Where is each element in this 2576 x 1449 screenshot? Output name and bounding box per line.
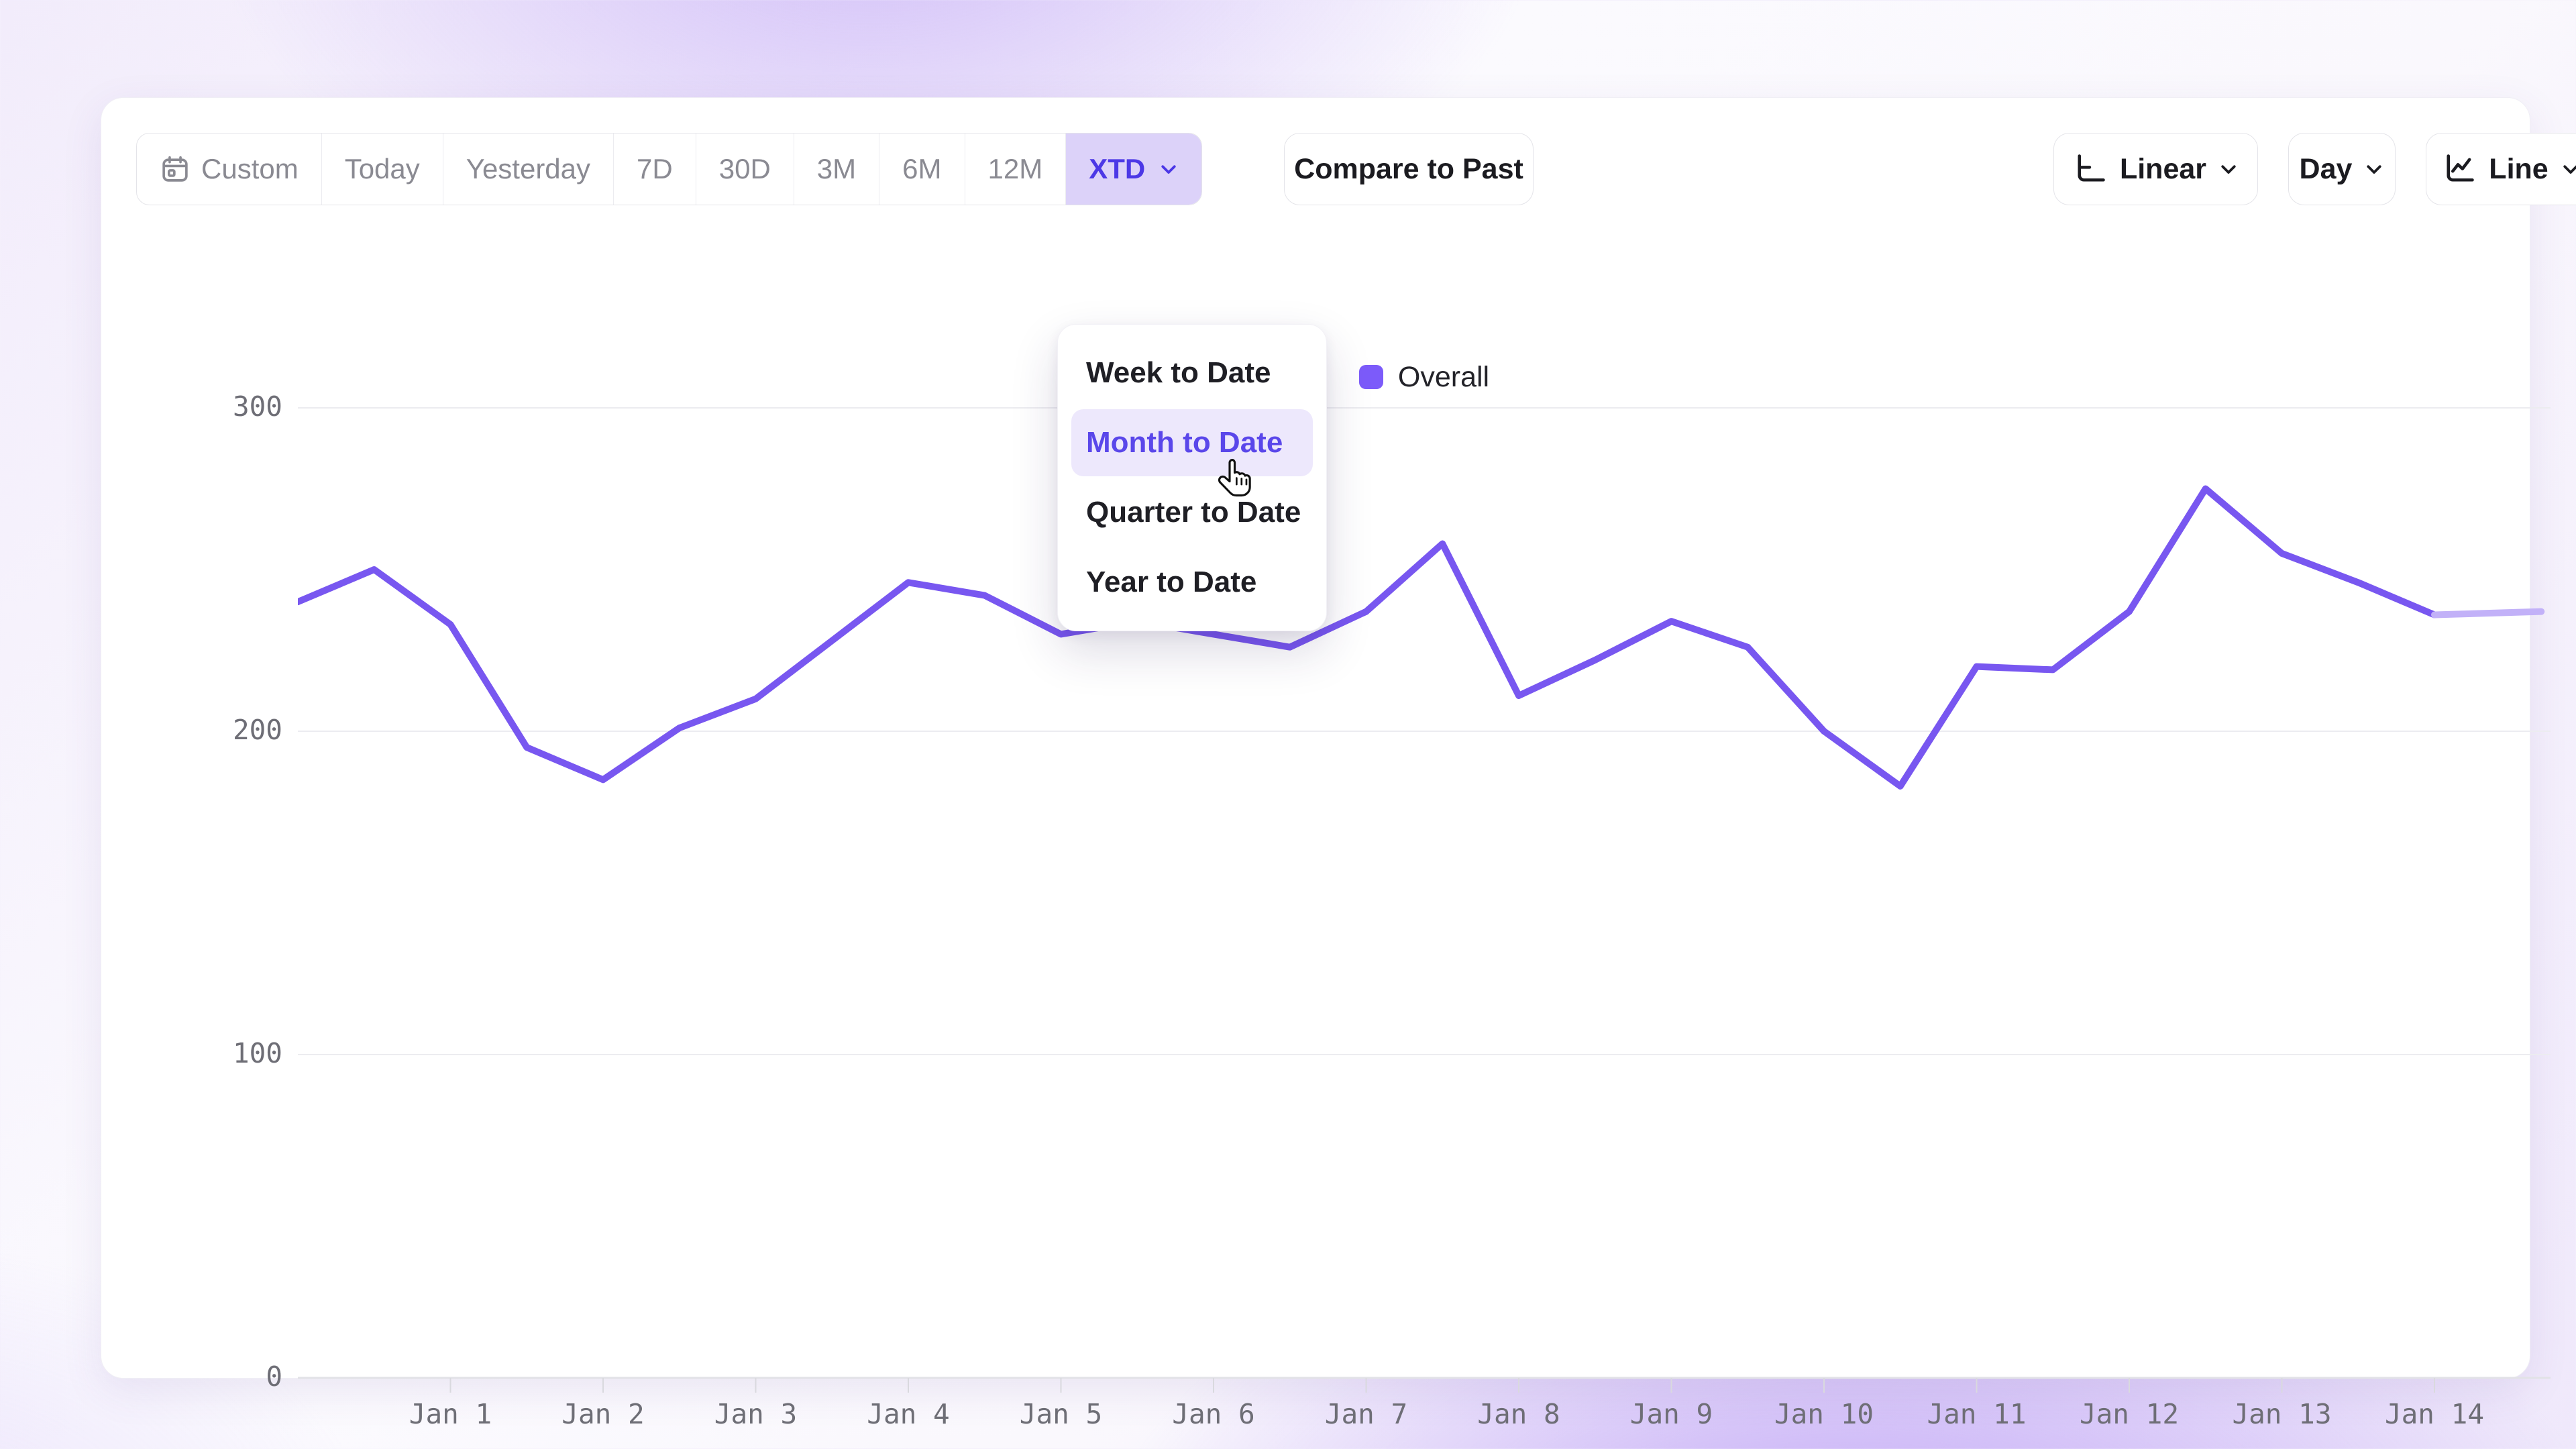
y-axis-label-100: 100 <box>232 1037 282 1069</box>
x-axis-label-jan-4: Jan 4 <box>867 1398 950 1430</box>
hand-pointer-cursor <box>1218 459 1251 497</box>
date-range-today[interactable]: Today <box>321 133 443 205</box>
date-range-segmented-control: Custom Today Yesterday 7D 30D 3M 6M 12M … <box>136 133 1203 205</box>
axis-icon <box>2078 154 2105 182</box>
date-range-30d[interactable]: 30D <box>695 133 794 205</box>
x-axis-label-jan-2: Jan 2 <box>561 1398 645 1430</box>
date-range-yesterday[interactable]: Yesterday <box>442 133 613 205</box>
x-axis-label-jan-12: Jan 12 <box>2079 1398 2180 1430</box>
date-range-6m[interactable]: 6M <box>879 133 964 205</box>
granularity-day-button[interactable]: Day <box>2288 133 2396 205</box>
legend: Overall <box>298 358 2551 396</box>
x-axis-label-jan-1: Jan 1 <box>409 1398 492 1430</box>
x-axis-label-jan-7: Jan 7 <box>1324 1398 1408 1430</box>
date-range-3m[interactable]: 3M <box>793 133 879 205</box>
legend-label: Overall <box>1397 360 1490 393</box>
x-axis-label-jan-5: Jan 5 <box>1019 1398 1103 1430</box>
x-axis-label-jan-11: Jan 11 <box>1927 1398 2027 1430</box>
x-axis-label-jan-14: Jan 14 <box>2384 1398 2485 1430</box>
menu-item-month-to-date[interactable]: Month to Date <box>1071 409 1313 476</box>
x-axis-label-jan-8: Jan 8 <box>1477 1398 1560 1430</box>
chevron-down-icon <box>2367 165 2382 174</box>
date-range-7d[interactable]: 7D <box>613 133 696 205</box>
series-line-overall[interactable] <box>298 485 2438 790</box>
toolbar: Custom Today Yesterday 7D 30D 3M 6M 12M … <box>101 133 2576 207</box>
y-axis-label-200: 200 <box>232 714 282 746</box>
chevron-down-icon <box>1161 165 1176 174</box>
x-axis-label-jan-10: Jan 10 <box>1774 1398 1874 1430</box>
compare-to-past-button[interactable]: Compare to Past <box>1284 133 1534 205</box>
legend-swatch-overall[interactable] <box>1358 365 1383 389</box>
date-range-12m[interactable]: 12M <box>964 133 1066 205</box>
line-chart-plot-area[interactable] <box>298 373 2551 1399</box>
menu-item-week-to-date[interactable]: Week to Date <box>1086 356 1271 389</box>
menu-item-quarter-to-date[interactable]: Quarter to Date <box>1086 496 1301 529</box>
y-axis-label-0: 0 <box>266 1360 282 1393</box>
date-range-dropdown-menu: Week to Date Month to Date Quarter to Da… <box>1057 324 1327 631</box>
line-chart-icon <box>2447 154 2475 182</box>
calendar-icon <box>162 156 188 182</box>
x-axis-label-jan-6: Jan 6 <box>1172 1398 1255 1430</box>
series-line-faded-tail <box>2431 608 2545 619</box>
x-axis-label-jan-9: Jan 9 <box>1629 1398 1713 1430</box>
date-range-label: Custom <box>201 153 299 184</box>
chevron-down-icon <box>2563 165 2576 174</box>
x-axis-label-jan-3: Jan 3 <box>714 1398 798 1430</box>
chart-card: Custom Today Yesterday 7D 30D 3M 6M 12M … <box>101 97 2576 1430</box>
menu-item-year-to-date[interactable]: Year to Date <box>1086 566 1257 598</box>
x-axis-label-jan-13: Jan 13 <box>2232 1398 2332 1430</box>
date-range-custom[interactable]: Custom <box>137 133 321 205</box>
y-axis-label-300: 300 <box>232 390 282 423</box>
scale-linear-button[interactable]: Linear <box>2053 133 2258 205</box>
date-range-xtd-active[interactable]: XTD <box>1065 133 1202 205</box>
chevron-down-icon <box>2221 165 2236 174</box>
chart-type-line-button[interactable]: Line <box>2426 133 2576 205</box>
